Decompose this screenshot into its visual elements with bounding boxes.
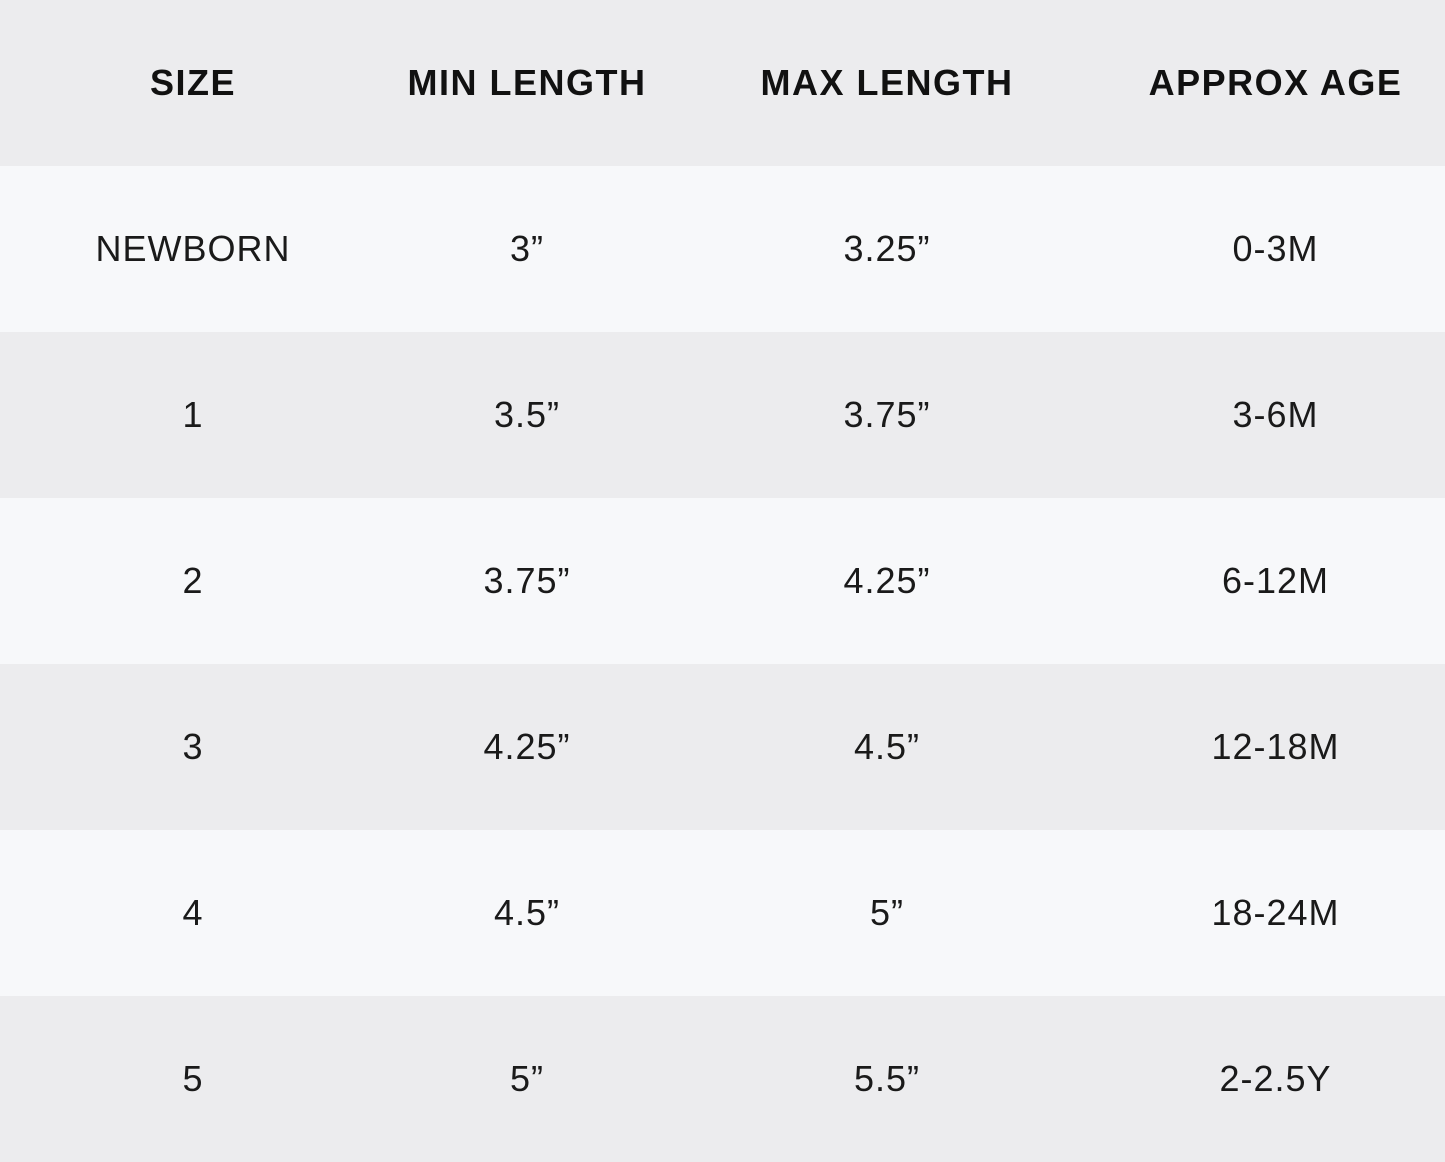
cell-approx-age: 12-18M	[1106, 664, 1445, 830]
cell-max-length: 3.75”	[668, 332, 1106, 498]
cell-approx-age: 0-3M	[1106, 166, 1445, 332]
table-row: 4 4.5” 5” 18-24M	[0, 830, 1445, 996]
cell-max-length: 5”	[668, 830, 1106, 996]
header-min-length: MIN LENGTH	[386, 0, 668, 166]
cell-approx-age: 2-2.5Y	[1106, 996, 1445, 1162]
cell-size: 2	[0, 498, 386, 664]
cell-max-length: 5.5”	[668, 996, 1106, 1162]
cell-size: 5	[0, 996, 386, 1162]
cell-size: NEWBORN	[0, 166, 386, 332]
cell-min-length: 3”	[386, 166, 668, 332]
table-row: NEWBORN 3” 3.25” 0-3M	[0, 166, 1445, 332]
cell-max-length: 4.5”	[668, 664, 1106, 830]
cell-min-length: 4.25”	[386, 664, 668, 830]
header-max-length: MAX LENGTH	[668, 0, 1106, 166]
table-row: 5 5” 5.5” 2-2.5Y	[0, 996, 1445, 1162]
header-row: SIZE MIN LENGTH MAX LENGTH APPROX AGE	[0, 0, 1445, 166]
cell-max-length: 4.25”	[668, 498, 1106, 664]
header-approx-age: APPROX AGE	[1106, 0, 1445, 166]
cell-size: 1	[0, 332, 386, 498]
table-row: 2 3.75” 4.25” 6-12M	[0, 498, 1445, 664]
table-row: 3 4.25” 4.5” 12-18M	[0, 664, 1445, 830]
cell-min-length: 3.75”	[386, 498, 668, 664]
cell-size: 4	[0, 830, 386, 996]
cell-approx-age: 18-24M	[1106, 830, 1445, 996]
cell-size: 3	[0, 664, 386, 830]
header-size: SIZE	[0, 0, 386, 166]
cell-approx-age: 3-6M	[1106, 332, 1445, 498]
cell-min-length: 4.5”	[386, 830, 668, 996]
table-row: 1 3.5” 3.75” 3-6M	[0, 332, 1445, 498]
cell-max-length: 3.25”	[668, 166, 1106, 332]
cell-min-length: 3.5”	[386, 332, 668, 498]
cell-approx-age: 6-12M	[1106, 498, 1445, 664]
cell-min-length: 5”	[386, 996, 668, 1162]
